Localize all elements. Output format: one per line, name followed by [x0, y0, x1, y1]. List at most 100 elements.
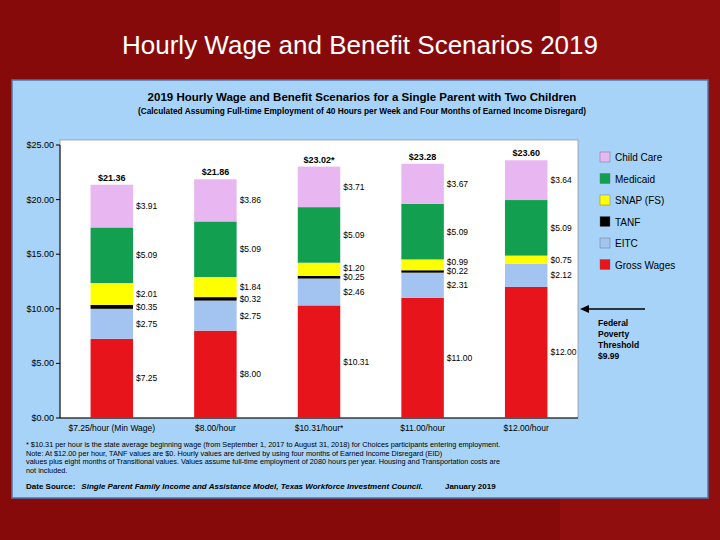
bar-segment: [505, 200, 547, 256]
bar-segment: [91, 305, 133, 309]
bar-segment: [91, 283, 133, 305]
bar-segment: [401, 164, 443, 204]
data-label: $5.09: [240, 244, 262, 254]
data-label: $2.12: [550, 270, 572, 280]
data-label: $3.86: [240, 195, 262, 205]
bar-segment: [505, 160, 547, 200]
chart-box: [12, 80, 708, 498]
bar-segment: [401, 204, 443, 260]
y-tick-label: $20.00: [26, 195, 54, 205]
data-label: $2.46: [343, 287, 365, 297]
bar-segment: [194, 221, 236, 277]
data-label: $0.25: [343, 272, 365, 282]
threshold-arrowhead: [580, 305, 589, 313]
legend-entry: EITC: [615, 238, 638, 249]
bar-segment: [298, 263, 340, 276]
bar-segment: [505, 287, 547, 418]
legend-swatch: [600, 238, 610, 248]
total-label: $21.36: [98, 173, 126, 183]
total-label: $23.28: [409, 152, 437, 162]
bar-segment: [194, 301, 236, 331]
y-tick: [56, 145, 60, 146]
threshold-text-line: Threshold: [598, 340, 639, 350]
bar-segment: [298, 167, 340, 208]
data-label: $11.00: [447, 353, 473, 363]
data-label: $5.09: [136, 250, 158, 260]
data-label: $0.35: [136, 302, 158, 312]
bar-segment: [298, 276, 340, 279]
x-tick-label: $12.00/hour: [504, 423, 550, 433]
data-label: $0.22: [447, 266, 469, 276]
data-label: $1.20: [343, 263, 365, 273]
legend-swatch: [600, 217, 610, 227]
data-label: $3.71: [343, 182, 365, 192]
legend-entry: SNAP (FS): [615, 195, 664, 206]
legend-swatch: [600, 195, 610, 205]
data-label: $0.32: [240, 294, 262, 304]
data-label: $1.84: [240, 282, 262, 292]
y-axis: [60, 145, 61, 418]
source: Date Source: Single Parent Family Income …: [26, 482, 496, 491]
slide-title: Hourly Wage and Benefit Scenarios 2019: [122, 30, 598, 60]
bar-segment: [91, 309, 133, 339]
legend-swatch: [600, 174, 610, 184]
bar-segment: [91, 339, 133, 418]
y-tick-label: $25.00: [26, 140, 54, 150]
data-label: $2.75: [136, 319, 158, 329]
x-tick-label: $11.00/hour: [400, 423, 445, 433]
threshold-arrow: [586, 308, 645, 310]
data-label: $8.00: [240, 369, 262, 379]
data-label: $7.25: [136, 373, 158, 383]
bar-segment: [194, 297, 236, 300]
slide: Hourly Wage and Benefit Scenarios 2019 20…: [0, 0, 720, 540]
bar-segment: [194, 277, 236, 297]
bar-segment: [505, 256, 547, 264]
data-label: $3.64: [550, 175, 572, 185]
data-label: $5.09: [550, 223, 572, 233]
bar-segment: [298, 207, 340, 263]
legend-entry: Gross Wages: [615, 260, 675, 271]
slide-background: [0, 0, 720, 540]
y-tick-label: $5.00: [31, 358, 54, 368]
data-label: $3.67: [447, 179, 469, 189]
bar-segment: [505, 264, 547, 287]
legend-entry: TANF: [615, 217, 640, 228]
total-label: $23.60: [512, 148, 540, 158]
data-label: $2.01: [136, 289, 158, 299]
bar-segment: [401, 273, 443, 298]
bar-segment: [401, 270, 443, 272]
y-tick: [56, 418, 60, 419]
threshold-text: FederalPovertyThreshold: [598, 318, 639, 350]
data-label: $3.91: [136, 201, 158, 211]
y-tick: [56, 254, 60, 255]
threshold-text-line: Federal: [598, 318, 628, 328]
legend-swatch: [600, 260, 610, 270]
footnote: not included.: [26, 466, 67, 475]
y-tick: [56, 363, 60, 364]
data-label: $0.99: [447, 257, 469, 267]
data-labels: $7.25$8.00$10.31$11.00$12.00$2.75$2.75$2…: [98, 148, 577, 383]
data-label: $2.31: [447, 280, 469, 290]
threshold-text-line: Poverty: [598, 329, 629, 339]
data-label: $5.09: [343, 230, 365, 240]
bar-segment: [91, 227, 133, 283]
total-label: $23.02*: [303, 155, 335, 165]
legend-entry: Medicaid: [615, 174, 655, 185]
source-date: January 2019: [445, 482, 496, 491]
plot-area: [60, 140, 578, 418]
chart-subtitle: (Calculated Assuming Full-time Employmen…: [138, 106, 586, 116]
bar-segment: [91, 185, 133, 228]
chart-title: 2019 Hourly Wage and Benefit Scenarios f…: [148, 91, 577, 103]
legend: Child CareMedicaidSNAP (FS)TANFEITCGross…: [600, 152, 675, 271]
total-label: $21.86: [202, 167, 230, 177]
y-tick-label: $15.00: [26, 249, 54, 259]
bar-segment: [298, 279, 340, 306]
data-label: $0.75: [550, 255, 572, 265]
x-tick-label: $8.00/hour: [195, 423, 236, 433]
bar-segment: [194, 179, 236, 221]
y-tick: [56, 308, 60, 309]
legend-swatch: [600, 152, 610, 162]
source-text: Single Parent Family Income and Assistan…: [81, 482, 423, 491]
source-label: Date Source:: [26, 482, 75, 491]
data-label: $10.31: [343, 357, 369, 367]
